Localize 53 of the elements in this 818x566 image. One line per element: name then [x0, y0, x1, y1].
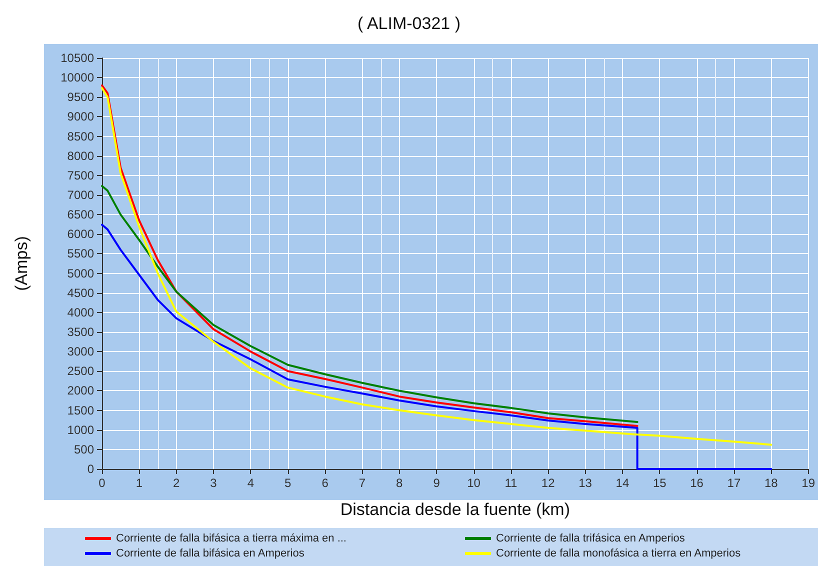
- x-tick-label: 10: [467, 476, 481, 490]
- y-tick-label: 8000: [67, 148, 94, 163]
- line-series: [101, 224, 772, 470]
- x-tick-label: 9: [433, 476, 440, 490]
- x-tick-label: 19: [802, 476, 816, 490]
- x-tick-label: 16: [690, 476, 704, 490]
- line-series: [101, 84, 638, 427]
- x-tick-label: 7: [358, 476, 366, 490]
- chart-title: ( ALIM-0321 ): [358, 14, 460, 33]
- y-tick-label: 5500: [67, 246, 94, 261]
- x-tick-label: 12: [541, 476, 556, 490]
- y-axis-title: (Amps): [12, 236, 31, 291]
- line-series: [101, 184, 638, 424]
- line-series: [101, 87, 772, 446]
- y-tick-label: 9500: [67, 90, 94, 104]
- y-tick-label: 3000: [67, 344, 94, 359]
- x-tick-label: 14: [616, 476, 630, 490]
- y-tick-label: 10000: [60, 70, 94, 85]
- y-tick-label: 4000: [67, 305, 94, 320]
- y-tick-label: 7000: [67, 188, 94, 202]
- x-tick-label: 3: [210, 476, 218, 490]
- y-tick-label: 4500: [67, 286, 94, 300]
- y-tick-label: 500: [74, 442, 94, 456]
- x-tick-label: 1: [136, 476, 143, 490]
- legend-label: Corriente de falla monofásica a tierra en Amperios: [496, 548, 742, 560]
- y-tick-label: 1500: [67, 403, 94, 418]
- x-tick-label: 13: [578, 476, 592, 490]
- y-tick-label: 0: [87, 462, 94, 476]
- x-tick-label: 18: [764, 476, 778, 490]
- x-tick-label: 0: [98, 476, 106, 490]
- x-tick-label: 11: [504, 476, 518, 490]
- x-tick-label: 6: [322, 476, 329, 490]
- y-tick-label: 2500: [67, 364, 94, 378]
- x-tick-label: 4: [247, 476, 254, 490]
- y-tick-label: 3500: [67, 325, 94, 339]
- y-tick-label: 9000: [67, 110, 94, 124]
- x-axis-title: Distancia desde la fuente (km): [340, 500, 570, 519]
- y-tick-label: 10500: [60, 51, 94, 65]
- y-tick-label: 2000: [67, 384, 94, 398]
- y-tick-label: 6500: [67, 208, 94, 222]
- x-tick-label: 15: [652, 476, 667, 490]
- y-tick-label: 6000: [67, 227, 94, 242]
- x-tick-label: 2: [173, 476, 180, 490]
- y-tick-label: 8500: [67, 129, 94, 144]
- y-tick-label: 7500: [67, 168, 94, 182]
- x-tick-label: 5: [284, 476, 292, 490]
- x-tick-label: 17: [727, 476, 741, 490]
- y-tick-label: 1000: [67, 422, 94, 437]
- y-tick-label: 5000: [67, 266, 94, 280]
- legend-label: Corriente de falla bifásica en Amperios: [116, 548, 305, 560]
- legend-label: Corriente de falla trifásica en Amperios: [496, 532, 686, 544]
- x-tick-label: 8: [396, 476, 404, 490]
- legend-label: Corriente de falla bifásica a tierra máxima en ...: [116, 532, 346, 544]
